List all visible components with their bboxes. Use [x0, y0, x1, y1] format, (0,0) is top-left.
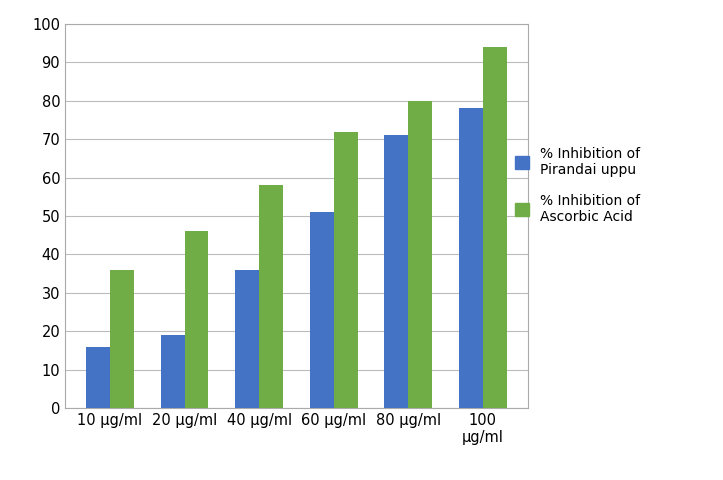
Bar — [385, 135, 408, 408]
Bar — [110, 270, 134, 408]
Bar — [259, 185, 283, 408]
Bar — [483, 47, 507, 408]
Bar — [86, 347, 110, 408]
Legend: % Inhibition of
Pirandai uppu, % Inhibition of
Ascorbic Acid: % Inhibition of Pirandai uppu, % Inhibit… — [510, 141, 646, 229]
Bar — [459, 108, 483, 408]
Bar — [310, 212, 334, 408]
Bar — [161, 335, 184, 408]
Bar — [184, 231, 208, 408]
Bar — [235, 270, 259, 408]
Bar — [334, 132, 358, 408]
Bar — [408, 101, 432, 408]
